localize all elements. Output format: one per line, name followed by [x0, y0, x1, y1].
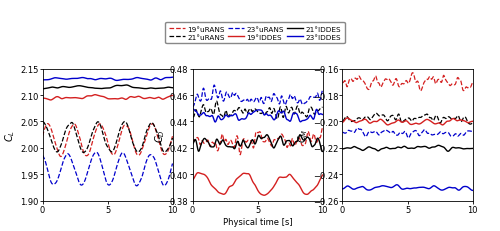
- Legend: 19°uRANS, 21°uRANS, 23°uRANS, 19°IDDES, 21°IDDES, 23°IDDES: 19°uRANS, 21°uRANS, 23°uRANS, 19°IDDES, …: [166, 23, 344, 44]
- Text: (b): (b): [250, 230, 264, 231]
- Text: (c): (c): [401, 230, 414, 231]
- Y-axis label: $C_M$: $C_M$: [296, 128, 310, 142]
- Y-axis label: $C_D$: $C_D$: [153, 128, 167, 142]
- X-axis label: Physical time [s]: Physical time [s]: [222, 217, 292, 226]
- Y-axis label: $C_L$: $C_L$: [4, 129, 17, 141]
- Text: (a): (a): [101, 230, 114, 231]
